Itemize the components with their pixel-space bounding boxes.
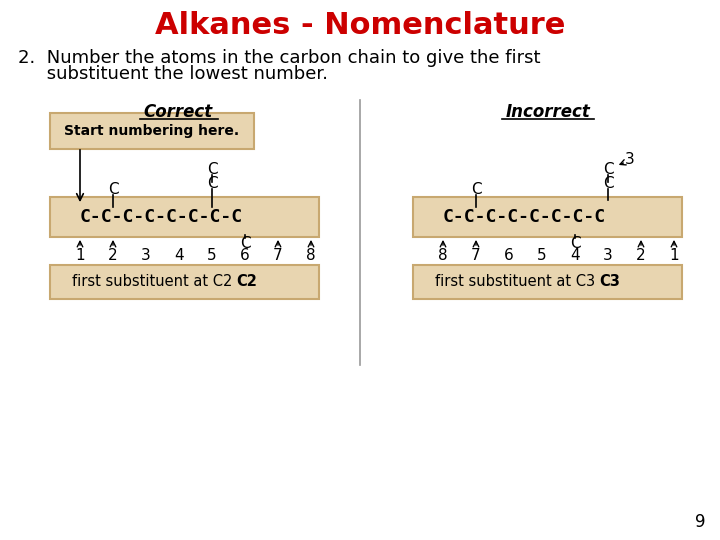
Text: first substituent at C3: first substituent at C3 — [435, 274, 595, 289]
Text: Correct: Correct — [143, 103, 212, 121]
Text: C: C — [471, 181, 481, 197]
Text: C3: C3 — [600, 274, 621, 289]
Text: C: C — [108, 181, 118, 197]
Text: Incorrect: Incorrect — [505, 103, 590, 121]
Text: 8: 8 — [438, 248, 448, 264]
FancyBboxPatch shape — [413, 197, 682, 237]
Text: C: C — [207, 176, 217, 191]
Text: 6: 6 — [240, 248, 250, 264]
Text: 3: 3 — [141, 248, 151, 264]
Text: 3: 3 — [603, 248, 613, 264]
Text: 7: 7 — [471, 248, 481, 264]
Text: C: C — [207, 161, 217, 177]
Text: 4: 4 — [570, 248, 580, 264]
Text: C: C — [570, 237, 580, 252]
Text: C: C — [603, 161, 613, 177]
FancyBboxPatch shape — [50, 197, 319, 237]
FancyBboxPatch shape — [50, 265, 319, 299]
Text: 7: 7 — [273, 248, 283, 264]
Text: 2: 2 — [108, 248, 118, 264]
Text: 1: 1 — [75, 248, 85, 264]
Text: 4: 4 — [174, 248, 184, 264]
Text: 5: 5 — [207, 248, 217, 264]
FancyBboxPatch shape — [50, 113, 254, 149]
Text: 6: 6 — [504, 248, 514, 264]
Text: 2.  Number the atoms in the carbon chain to give the first: 2. Number the atoms in the carbon chain … — [18, 49, 541, 67]
Text: substituent the lowest number.: substituent the lowest number. — [18, 65, 328, 83]
FancyBboxPatch shape — [413, 265, 682, 299]
Text: C-C-C-C-C-C-C-C: C-C-C-C-C-C-C-C — [443, 208, 606, 226]
Text: first substituent at C2: first substituent at C2 — [72, 274, 232, 289]
Text: 1: 1 — [669, 248, 679, 264]
Text: 9: 9 — [695, 513, 706, 531]
Text: C: C — [603, 176, 613, 191]
Text: Alkanes - Nomenclature: Alkanes - Nomenclature — [155, 10, 565, 39]
Text: Start numbering here.: Start numbering here. — [64, 124, 240, 138]
Text: C2: C2 — [237, 274, 258, 289]
Text: 3: 3 — [625, 152, 635, 167]
Text: 8: 8 — [306, 248, 316, 264]
Text: C-C-C-C-C-C-C-C: C-C-C-C-C-C-C-C — [80, 208, 243, 226]
Text: 2: 2 — [636, 248, 646, 264]
Text: 5: 5 — [537, 248, 546, 264]
Text: C: C — [240, 237, 251, 252]
